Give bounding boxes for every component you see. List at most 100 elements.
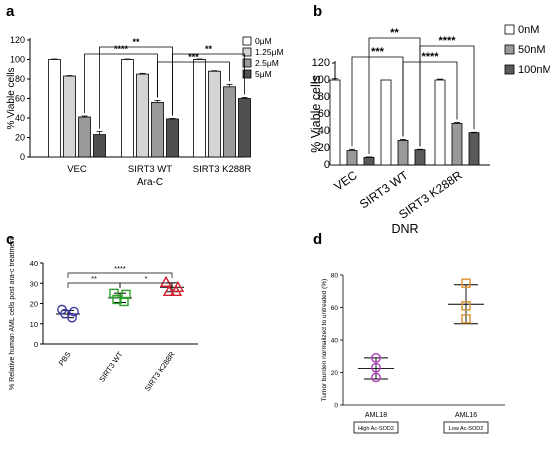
panel-b-bar xyxy=(397,139,409,166)
panel-b-legend-swatch xyxy=(504,44,515,55)
panel-a-y-tick-label: 100 xyxy=(10,55,25,65)
panel-a-bar xyxy=(193,59,206,158)
panel-a-legend-swatch xyxy=(242,36,252,46)
panel-c-data-point xyxy=(67,312,77,323)
panel-c-y-tick-label: 0 xyxy=(34,340,38,349)
panel-letter-a: a xyxy=(6,3,15,20)
panel-b-legend-swatch xyxy=(504,24,515,35)
panel-c-significance-bracket xyxy=(119,282,173,288)
panel-d-category-note-box xyxy=(443,421,489,434)
panel-c-scatter-chart: 0 10 20 30 40 % Relative human AML cells post… xyxy=(9,237,198,393)
panel-b-significance-label: **** xyxy=(421,51,439,63)
panel-a-bar xyxy=(48,59,61,158)
panel-c-data-point xyxy=(69,306,79,317)
panel-d-category-note: High Ac-SOD2 xyxy=(358,426,394,432)
panel-a-category-label: SIRT3 K288R xyxy=(193,164,252,175)
panel-a-y-tick-label: 0 xyxy=(20,152,25,162)
panel-b-legend-label: 50nM xyxy=(518,44,546,56)
panel-b-significance-label: ** xyxy=(390,27,399,39)
panel-a-y-tick-label: 60 xyxy=(15,94,25,104)
panel-a-significance-bracket xyxy=(157,61,230,98)
panel-b-bar xyxy=(363,156,375,166)
panel-a-bar xyxy=(136,73,149,158)
panel-c-y-tick-label: 30 xyxy=(30,279,38,288)
panel-c-category-label: PBS xyxy=(57,350,73,367)
panel-c-data-point xyxy=(121,289,131,300)
panel-a-bar xyxy=(121,59,134,158)
panel-letter-c: c xyxy=(6,231,14,248)
panel-b-bar xyxy=(468,132,480,166)
panel-a-y-tick-label: 80 xyxy=(15,74,25,84)
panel-a-bar xyxy=(63,75,76,158)
panel-c-data-point xyxy=(119,296,129,307)
panel-b-significance-label: *** xyxy=(371,46,385,58)
panel-d-data-point xyxy=(461,314,471,324)
panel-a-y-tick-label: 40 xyxy=(15,113,25,123)
panel-a-legend-swatch xyxy=(242,58,252,68)
panel-b-category-label: VEC xyxy=(331,168,360,194)
panel-a-x-axis-label: Ara-C xyxy=(137,177,163,188)
panel-a-significance-bracket xyxy=(172,53,245,116)
panel-a-bar xyxy=(166,118,179,158)
panel-a-bar xyxy=(151,102,164,158)
panel-a-bar-chart: 0 20 40 60 80 100 120 % Viable cells VEC SIRT3 WT… xyxy=(6,35,284,188)
panel-d-y-tick-label: 20 xyxy=(331,370,339,377)
panel-a-bar xyxy=(208,70,221,158)
panel-b-y-tick-label: 80 xyxy=(318,91,330,103)
panel-d-y-tick-label: 0 xyxy=(334,403,338,410)
panel-a-bar xyxy=(78,116,91,158)
panel-a-legend-label: 1.25μM xyxy=(255,47,284,57)
panel-a-significance-label: **** xyxy=(114,44,129,54)
panel-d-category-note-box xyxy=(353,421,399,434)
panel-c-y-axis-label: % Relative human AML cells post ara-c tr… xyxy=(9,237,16,390)
panel-a-significance-label: ** xyxy=(205,44,213,54)
panel-b-bar xyxy=(414,149,426,166)
panel-letter-d: d xyxy=(313,231,322,248)
panel-d-category-label: AML18 xyxy=(365,412,387,419)
panel-a-significance-label: *** xyxy=(188,52,199,62)
panel-a-legend-label: 0μM xyxy=(255,36,272,46)
panel-d-data-point xyxy=(371,352,381,363)
panel-d-data-point xyxy=(371,362,381,373)
panel-a-y-tick-label: 120 xyxy=(10,35,25,45)
panel-a-y-axis-label: % Viable cells xyxy=(6,67,17,129)
panel-a-bar xyxy=(223,86,236,158)
panel-b-y-tick-label: 60 xyxy=(318,108,330,120)
panel-d-data-point xyxy=(461,301,471,311)
panel-c-y-tick-label: 10 xyxy=(30,320,38,329)
panel-a-legend-swatch xyxy=(242,69,252,79)
panel-a-significance-label: ** xyxy=(132,37,140,47)
panel-letter-b: b xyxy=(313,3,322,20)
panel-c-data-point xyxy=(112,294,122,305)
panel-b-y-tick-label: 120 xyxy=(312,57,330,69)
panel-b-significance-bracket xyxy=(402,61,458,137)
panel-b-legend-swatch xyxy=(504,64,515,75)
panel-b-bar xyxy=(451,122,463,166)
panel-b-y-tick-label: 20 xyxy=(318,142,330,154)
panel-a-bar xyxy=(93,134,106,158)
panel-c-category-label: SIRT3 WT xyxy=(97,350,125,384)
panel-a-y-tick-label: 20 xyxy=(15,133,25,143)
panel-a-bar xyxy=(238,98,251,158)
panel-b-y-axis-label: % Viable cells xyxy=(309,75,323,153)
panel-b-significance-bracket xyxy=(351,56,404,147)
panel-b-legend-label: 0nM xyxy=(518,24,539,36)
panel-c-y-tick-label: 20 xyxy=(30,300,38,309)
panel-a-legend-label: 2.5μM xyxy=(255,58,279,68)
panel-d-y-axis-label: Tumor burden normalized to untreated (%) xyxy=(321,279,328,402)
panel-c-significance-bracket xyxy=(67,282,121,288)
panel-b-y-tick-label: 100 xyxy=(312,74,330,86)
panel-b-significance-bracket xyxy=(419,45,475,147)
panel-c-significance-bracket xyxy=(67,272,173,278)
panel-c-data-point xyxy=(169,284,183,297)
panel-c-data-point xyxy=(159,275,173,287)
panel-b-bar xyxy=(346,150,358,166)
panel-c-significance-label: ** xyxy=(91,274,97,283)
panel-b-significance-label: **** xyxy=(438,35,456,47)
panel-d-y-tick-label: 40 xyxy=(331,338,339,345)
panel-d-category-label: AML16 xyxy=(455,412,477,419)
panel-a-category-label: VEC xyxy=(67,164,87,175)
